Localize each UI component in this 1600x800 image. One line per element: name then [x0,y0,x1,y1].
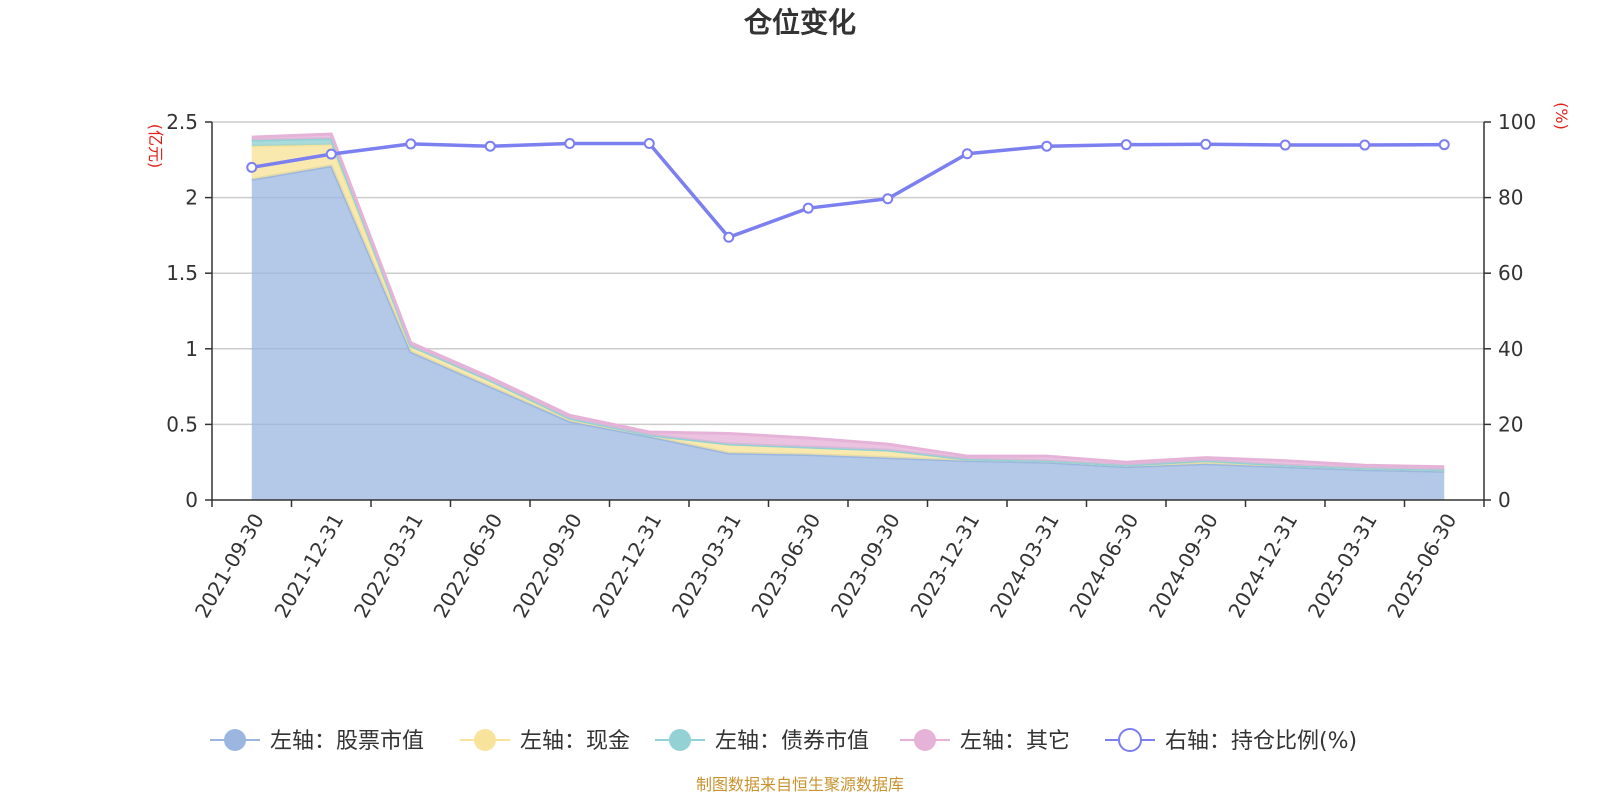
x-tick-label: 2022-06-30 [428,509,507,622]
ratio-point [961,148,973,160]
right-tick-label: 100 [1498,110,1536,134]
x-tick-label: 2023-12-31 [905,509,984,622]
legend-marker [1118,728,1142,752]
left-axis-unit: (亿元) [146,124,165,169]
stacked-areas [251,132,1445,500]
right-tick-label: 80 [1498,186,1523,210]
legend-marker [914,729,936,751]
source-note: 制图数据来自恒生聚源数据库 [696,775,904,794]
left-tick-label: 2.5 [166,110,198,134]
legend-item[interactable]: 左轴：其它 [900,729,1070,754]
right-tick-label: 60 [1498,261,1523,285]
x-tick-label: 2022-12-31 [587,509,666,622]
left-tick-label: 2 [185,186,198,210]
legend-label: 左轴：其它 [960,729,1070,754]
x-tick-label: 2021-12-31 [269,509,348,622]
ratio-point [246,161,258,173]
x-tick-label: 2023-06-30 [746,509,825,622]
ratio-point [1438,139,1450,151]
legend-item[interactable]: 左轴：股票市值 [210,729,424,754]
ratio-point [1359,139,1371,151]
x-tick-label: 2022-03-31 [349,509,428,622]
right-tick-label: 40 [1498,337,1523,361]
x-tick-label: 2025-06-30 [1382,509,1461,622]
x-tick-label: 2022-09-30 [508,509,587,622]
ratio-point [643,138,655,150]
area-0 [251,165,1445,500]
chart-title: 仓位变化 [744,6,856,39]
legend-item[interactable]: 左轴：债券市值 [655,729,869,754]
x-tick-label: 2023-09-30 [826,509,905,622]
left-tick-label: 1.5 [166,261,198,285]
legend-marker [224,729,246,751]
ratio-point [484,140,496,152]
x-tick-label: 2024-03-31 [985,509,1064,622]
legend-label: 左轴：股票市值 [270,729,424,754]
area-edge-3 [251,132,1445,469]
legend-item[interactable]: 左轴：现金 [460,729,630,754]
x-tick-label: 2024-06-30 [1064,509,1143,622]
ratio-point [802,202,814,214]
ratio-line-path [251,141,1445,240]
ratio-line [246,138,1450,243]
legend-marker [474,729,496,751]
right-axis-unit: (%) [1552,102,1571,130]
ratio-point [1041,140,1053,152]
right-tick-label: 20 [1498,412,1523,436]
x-tick-label: 2024-12-31 [1223,509,1302,622]
left-tick-label: 0.5 [166,412,198,436]
ratio-point [1279,139,1291,151]
x-tick-label: 2025-03-31 [1303,509,1382,622]
legend-item[interactable]: 右轴：持仓比例(%) [1105,728,1357,754]
x-tick-label: 2024-09-30 [1144,509,1223,622]
ratio-point [1200,138,1212,150]
legend-label: 左轴：债券市值 [715,729,869,754]
right-tick-label: 0 [1498,488,1511,512]
ratio-point [325,148,337,160]
left-tick-label: 0 [185,488,198,512]
ratio-point [1120,139,1132,151]
x-tick-label: 2021-09-30 [190,509,269,622]
legend-label: 左轴：现金 [520,729,630,754]
ratio-point [723,231,735,243]
legend-label: 右轴：持仓比例(%) [1165,729,1357,754]
x-tick-label: 2023-03-31 [667,509,746,622]
left-tick-label: 1 [185,337,198,361]
ratio-point [405,138,417,150]
legend: 左轴：股票市值 左轴：现金 左轴：债券市值 左轴：其它 右轴：持仓比例(%) [210,728,1357,754]
ratio-point [564,138,576,150]
ratio-point [882,193,894,205]
legend-marker [669,729,691,751]
